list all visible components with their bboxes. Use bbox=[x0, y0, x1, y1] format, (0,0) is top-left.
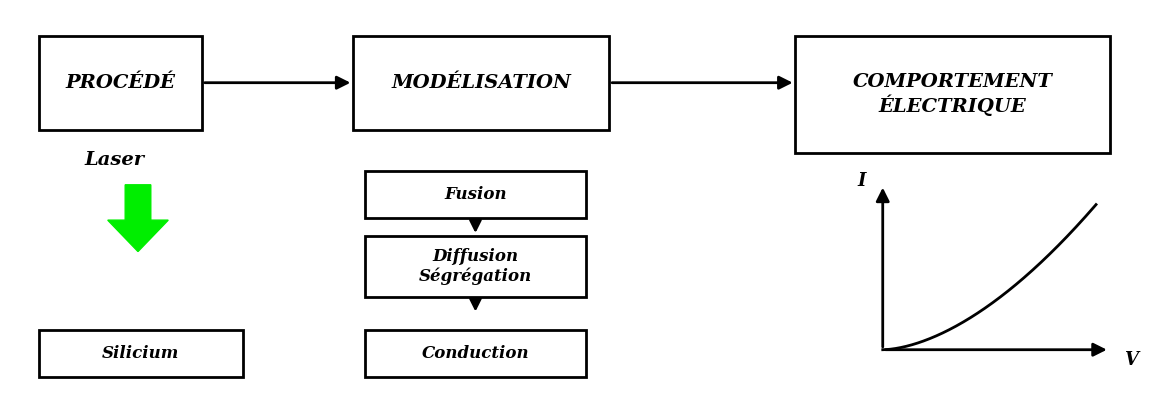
Text: Fusion: Fusion bbox=[444, 186, 506, 203]
Text: Conduction: Conduction bbox=[422, 345, 530, 362]
Text: Silicium: Silicium bbox=[102, 345, 179, 362]
Text: MODÉLISATION: MODÉLISATION bbox=[391, 74, 571, 92]
FancyBboxPatch shape bbox=[39, 330, 243, 377]
FancyBboxPatch shape bbox=[353, 36, 609, 130]
FancyArrow shape bbox=[108, 185, 169, 251]
Text: I: I bbox=[858, 172, 866, 190]
FancyBboxPatch shape bbox=[364, 330, 586, 377]
Text: V: V bbox=[1124, 350, 1138, 369]
FancyBboxPatch shape bbox=[364, 236, 586, 297]
FancyBboxPatch shape bbox=[39, 36, 202, 130]
Text: Laser: Laser bbox=[84, 151, 144, 169]
Text: Diffusion
Ségrégation: Diffusion Ségrégation bbox=[418, 248, 532, 285]
FancyBboxPatch shape bbox=[364, 171, 586, 218]
FancyBboxPatch shape bbox=[796, 36, 1110, 153]
Text: PROCÉDÉ: PROCÉDÉ bbox=[66, 74, 176, 92]
Text: COMPORTEMENT
ÉLECTRIQUE: COMPORTEMENT ÉLECTRIQUE bbox=[852, 73, 1052, 116]
